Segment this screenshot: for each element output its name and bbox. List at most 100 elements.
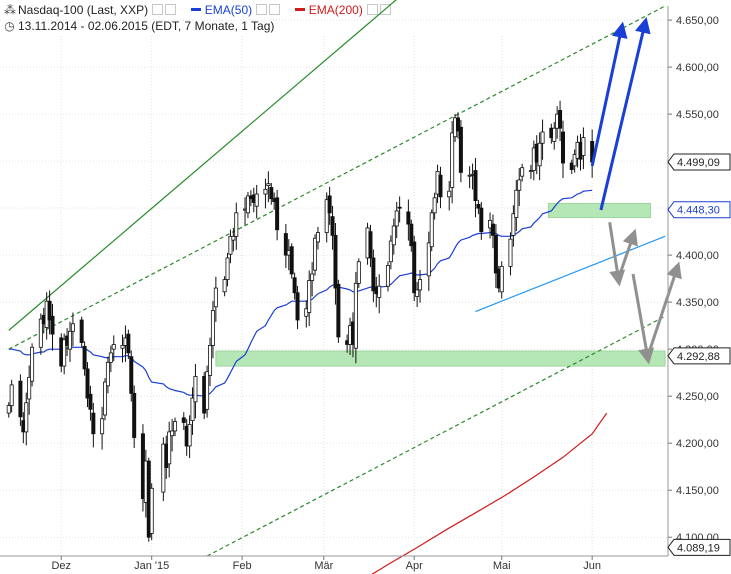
candle	[458, 119, 463, 183]
candle	[228, 229, 233, 264]
candle	[490, 214, 495, 249]
candle	[520, 163, 525, 182]
support-zone-upper	[547, 202, 651, 219]
ema200-close-box-icon[interactable]	[380, 4, 392, 15]
candle-body	[371, 257, 376, 292]
candle	[537, 132, 542, 181]
candle-body	[490, 223, 495, 236]
candle	[103, 378, 108, 421]
candle	[528, 164, 533, 179]
candle-body	[560, 131, 565, 164]
ema200-settings-box-icon[interactable]	[367, 4, 379, 15]
candle	[6, 402, 11, 418]
candle-body	[88, 393, 93, 410]
candle	[295, 285, 300, 330]
price-marker-label: 4.292,88	[677, 351, 720, 363]
candle	[234, 202, 239, 250]
candle	[499, 261, 504, 299]
candle	[9, 379, 14, 413]
candle	[581, 127, 586, 170]
candle-body	[528, 170, 533, 172]
candle-body	[205, 371, 210, 410]
candle-body	[269, 187, 274, 200]
legend-ema50-label: EMA(50)	[204, 3, 253, 17]
y-tick-label: 4.350,00	[676, 297, 719, 309]
candle	[24, 392, 29, 446]
candle-body	[327, 195, 332, 214]
candle-body	[82, 345, 87, 370]
candle	[552, 122, 557, 150]
candle-body	[222, 279, 227, 293]
candle-body	[103, 381, 108, 416]
ema50-settings-box-icon[interactable]	[256, 4, 268, 15]
candle-body	[105, 361, 110, 387]
candle	[493, 224, 498, 289]
candle	[245, 191, 250, 219]
candle-body	[315, 232, 320, 243]
candle	[38, 313, 43, 355]
candle	[126, 329, 131, 359]
candle	[30, 343, 35, 387]
candle	[333, 222, 338, 305]
candle-body	[126, 333, 131, 354]
settings-box-icon[interactable]	[152, 4, 164, 15]
candle	[508, 232, 513, 276]
candle-body	[353, 282, 358, 349]
candle-body	[190, 397, 195, 422]
candle-body	[295, 292, 300, 321]
candle-body	[388, 240, 393, 263]
candle-body	[479, 207, 484, 233]
x-tick-label: Feb	[233, 560, 252, 572]
long-term-support-green-solid	[8, 0, 397, 331]
candle-body	[167, 431, 172, 465]
candle-body	[447, 190, 452, 198]
candle	[88, 385, 93, 421]
legend-ema200: EMA(200)	[294, 3, 363, 17]
candle	[429, 209, 434, 252]
candle-body	[129, 356, 134, 394]
candle-body	[552, 127, 557, 142]
candle	[263, 178, 268, 209]
candle	[100, 406, 105, 450]
y-tick-label: 4.250,00	[676, 391, 719, 403]
candle-body	[70, 323, 75, 332]
candle	[310, 262, 315, 297]
close-box-icon[interactable]	[165, 4, 177, 15]
candle-body	[187, 423, 192, 447]
candle-body	[245, 195, 250, 214]
price-marker-label: 4.448,30	[677, 205, 720, 217]
ema50-close-box-icon[interactable]	[269, 4, 281, 15]
candle-body	[537, 142, 542, 167]
candle-body	[181, 417, 186, 423]
price-marker	[667, 347, 731, 365]
short-term-support-blue	[475, 235, 666, 313]
channel-upper-green-dashed	[8, 5, 666, 350]
candle	[432, 192, 437, 220]
chart-subheader: ◷ 13.11.2014 - 02.06.2015 (EDT, 7 Monate,…	[4, 19, 274, 33]
candle	[572, 149, 577, 173]
candle	[167, 421, 172, 478]
ema200-line	[371, 412, 608, 574]
candle-body	[18, 380, 23, 418]
pullback-arrow-1	[608, 222, 626, 287]
candle-body	[50, 315, 55, 335]
candle-body	[173, 421, 178, 432]
candle	[190, 387, 195, 435]
y-tick-label: 4.650,00	[676, 15, 719, 27]
candle	[385, 261, 390, 292]
candle-body	[170, 430, 175, 437]
candle	[476, 199, 481, 215]
candle-body	[210, 310, 215, 346]
candle	[70, 312, 75, 347]
candle	[313, 234, 318, 276]
candle-body	[397, 206, 402, 209]
candle	[409, 219, 414, 252]
candle-body	[336, 283, 341, 338]
candle	[105, 356, 110, 394]
bullish-arrow-2	[599, 17, 651, 211]
candle-body	[313, 237, 318, 271]
candle	[62, 333, 67, 375]
candle-body	[572, 154, 577, 167]
candle-body	[508, 238, 513, 267]
